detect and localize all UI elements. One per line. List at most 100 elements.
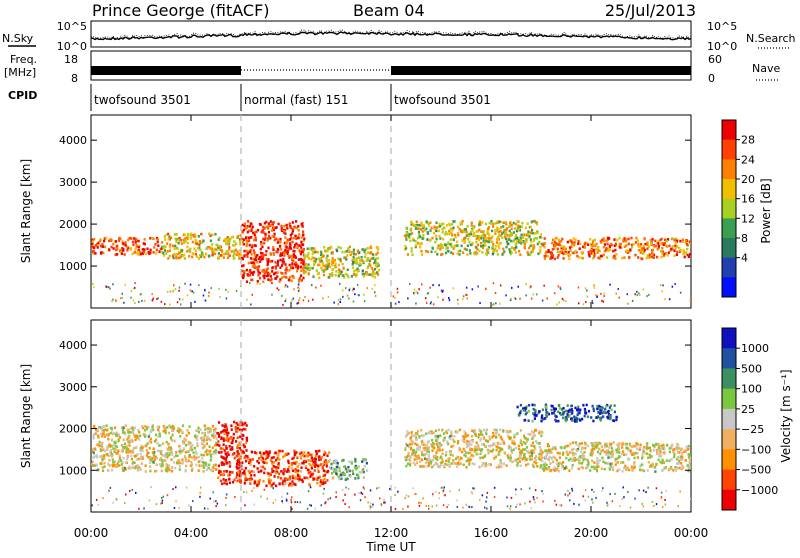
scatter-cell xyxy=(566,445,568,448)
scatter-cell xyxy=(314,461,316,464)
scatter-cell xyxy=(260,466,262,469)
scatter-cell xyxy=(565,418,567,421)
scatter-cell xyxy=(665,466,667,469)
scatter-cell xyxy=(253,474,255,477)
scatter-cell xyxy=(534,417,536,420)
scatter-cell xyxy=(188,255,190,258)
scatter-cell xyxy=(255,239,257,242)
scatter-cell xyxy=(583,303,585,305)
scatter-cell xyxy=(329,466,331,469)
scatter-cell xyxy=(307,255,309,258)
scatter-cell xyxy=(284,480,286,483)
scatter-cell xyxy=(492,225,494,228)
scatter-cell xyxy=(528,452,530,455)
scatter-cell xyxy=(156,503,158,505)
scatter-cell xyxy=(658,447,660,450)
scatter-cell xyxy=(278,223,280,226)
scatter-cell xyxy=(204,432,206,435)
scatter-cell xyxy=(509,234,511,237)
scatter-cell xyxy=(168,238,170,241)
scatter-cell xyxy=(612,453,614,456)
scatter-cell xyxy=(567,495,569,497)
scatter-cell xyxy=(352,470,354,473)
scatter-cell xyxy=(659,239,661,242)
scatter-cell xyxy=(462,298,464,300)
scatter-cell xyxy=(317,251,319,254)
scatter-cell xyxy=(486,508,488,510)
scatter-cell xyxy=(526,446,528,449)
scatter-cell xyxy=(420,223,422,226)
scatter-cell xyxy=(558,241,560,244)
scatter-cell xyxy=(294,244,296,247)
scatter-cell xyxy=(345,256,347,259)
scatter-cell xyxy=(641,464,643,467)
scatter-cell xyxy=(364,496,366,498)
scatter-cell xyxy=(591,466,593,469)
scatter-cell xyxy=(584,243,586,246)
scatter-cell xyxy=(361,460,363,463)
scatter-cell xyxy=(669,298,671,300)
scatter-cell xyxy=(148,435,150,438)
scatter-cell xyxy=(310,460,312,463)
scatter-cell xyxy=(301,259,303,262)
scatter-cell xyxy=(516,432,518,435)
colorbar-tick-label: 28 xyxy=(741,134,755,147)
scatter-cell xyxy=(251,490,253,492)
scatter-cell xyxy=(524,442,526,445)
scatter-cell xyxy=(285,276,287,279)
scatter-cell xyxy=(538,453,540,456)
scatter-cell xyxy=(652,501,654,503)
scatter-cell xyxy=(231,442,233,445)
scatter-cell xyxy=(353,273,355,276)
scatter-cell xyxy=(514,227,516,230)
scatter-cell xyxy=(291,462,293,465)
scatter-cell xyxy=(299,297,301,299)
scatter-cell xyxy=(127,429,129,432)
scatter-cell xyxy=(621,257,623,260)
scatter-cell xyxy=(108,459,110,462)
scatter-cell xyxy=(249,479,251,482)
scatter-cell xyxy=(668,245,670,248)
scatter-cell xyxy=(133,299,135,301)
scatter-cell xyxy=(478,429,480,432)
scatter-cell xyxy=(494,496,496,498)
scatter-cell xyxy=(282,472,284,475)
scatter-cell xyxy=(534,404,536,407)
scatter-cell xyxy=(169,304,171,306)
scatter-cell xyxy=(570,443,572,446)
scatter-cell xyxy=(234,457,236,460)
scatter-cell xyxy=(668,251,670,254)
scatter-cell xyxy=(452,454,454,457)
scatter-cell xyxy=(275,459,277,462)
scatter-cell xyxy=(283,468,285,471)
scatter-cell xyxy=(482,456,484,459)
scatter-cell xyxy=(288,248,290,251)
scatter-cell xyxy=(286,224,288,227)
scatter-cell xyxy=(363,250,365,253)
scatter-cell xyxy=(682,238,684,241)
scatter-cell xyxy=(435,235,437,238)
scatter-cell xyxy=(116,245,118,248)
scatter-cell xyxy=(161,502,163,504)
scatter-cell xyxy=(609,414,611,417)
scatter-cell xyxy=(229,463,231,466)
scatter-cell xyxy=(428,448,430,451)
scatter-cell xyxy=(168,464,170,467)
scatter-cell xyxy=(609,468,611,471)
scatter-cell xyxy=(250,261,252,264)
scatter-cell xyxy=(640,444,642,447)
scatter-cell xyxy=(348,298,350,300)
scatter-cell xyxy=(161,463,163,466)
scatter-cell xyxy=(549,462,551,465)
scatter-cell xyxy=(304,460,306,463)
scatter-cell xyxy=(247,231,249,234)
scatter-cell xyxy=(576,417,578,420)
scatter-cell xyxy=(573,237,575,240)
scatter-cell xyxy=(631,445,633,448)
scatter-cell xyxy=(404,497,406,499)
scatter-cell xyxy=(270,275,272,278)
scatter-cell xyxy=(643,490,645,492)
noise-right-tick-top: 10^5 xyxy=(707,20,737,33)
scatter-cell xyxy=(520,237,522,240)
scatter-cell xyxy=(591,245,593,248)
